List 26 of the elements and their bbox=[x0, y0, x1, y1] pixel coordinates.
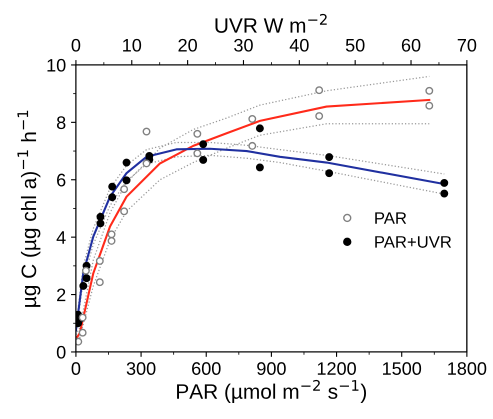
x2-tick-label: 0 bbox=[72, 38, 80, 52]
y-tick-label: 10 bbox=[47, 58, 66, 72]
x2-tick-label: 70 bbox=[458, 38, 476, 52]
x2-tick-label: 40 bbox=[290, 38, 309, 52]
y-tick-label: 0 bbox=[56, 346, 66, 359]
x-tick-label: 1200 bbox=[318, 362, 356, 375]
y-tick-label: 4 bbox=[56, 231, 66, 244]
y-tick-label: 2 bbox=[57, 288, 66, 302]
x-tick-label: 900 bbox=[257, 362, 286, 375]
legend-label: PAR+UVR bbox=[375, 236, 452, 248]
x2-tick-label: 30 bbox=[234, 38, 253, 52]
y-tick-label: 6 bbox=[57, 174, 66, 186]
x-axis-title: PAR (µmol m$^{−2}$ s$^{−1}$) bbox=[177, 380, 366, 404]
x-tick-label: 1800 bbox=[448, 362, 486, 375]
x-tick-label: 300 bbox=[126, 362, 156, 375]
x2-tick-label: 60 bbox=[402, 38, 420, 52]
legend-label: PAR bbox=[375, 212, 406, 224]
x2-tick-label: 10 bbox=[123, 38, 142, 52]
y-tick-label: 8 bbox=[56, 116, 66, 130]
x-tick-label: 0 bbox=[72, 362, 80, 375]
x2-tick-label: 20 bbox=[178, 38, 197, 52]
x-tick-label: 1500 bbox=[383, 362, 422, 375]
x2-tick-label: 50 bbox=[346, 38, 365, 52]
y-axis-title: µg C (µg chl a)$^{−1}$ h$^{−1}$ bbox=[17, 110, 40, 307]
x-tick-label: 600 bbox=[192, 362, 221, 375]
x2-axis-title: UVR W m$^{−2}$ bbox=[216, 14, 327, 33]
